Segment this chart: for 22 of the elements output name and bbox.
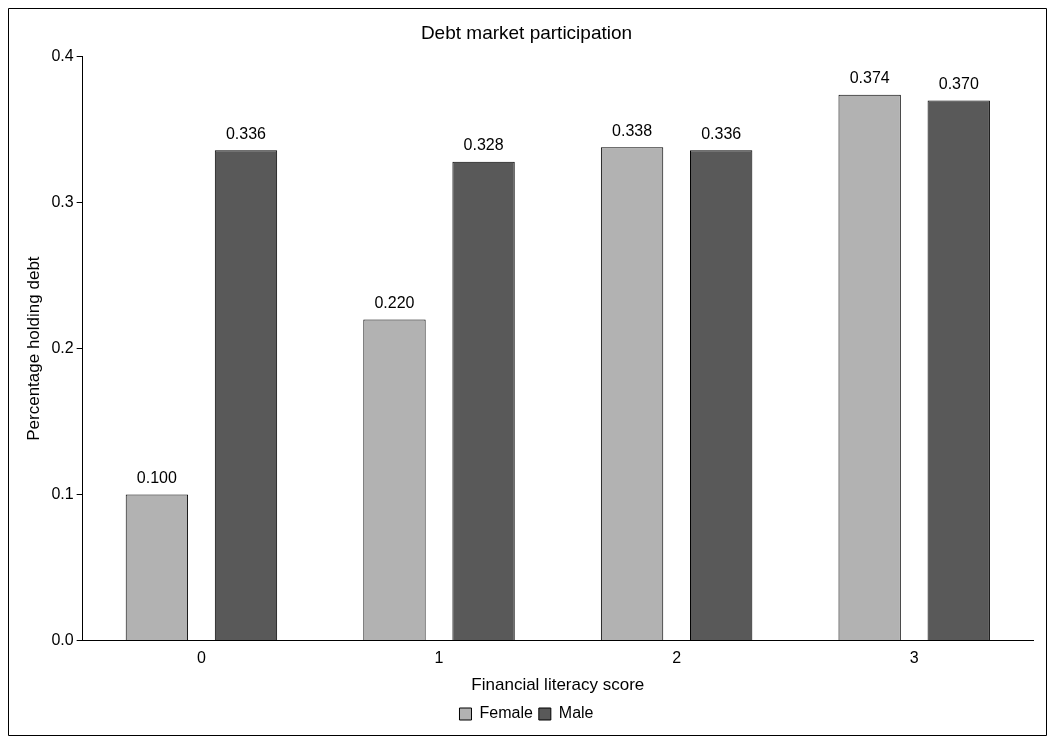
y-tick-label: 0.3: [51, 193, 74, 211]
legend-label: Male: [558, 704, 594, 722]
data-label: 0.328: [463, 136, 504, 154]
y-tick-label: 0.2: [51, 339, 74, 357]
data-label: 0.370: [938, 74, 979, 92]
y-tick-label: 0.0: [51, 630, 74, 648]
chart-title: Debt market participation: [420, 21, 633, 43]
data-label: 0.374: [849, 69, 890, 87]
data-label: 0.336: [225, 124, 267, 142]
data-label: 0.100: [136, 468, 178, 486]
y-tick-label: 0.1: [51, 484, 74, 502]
legend-label: Female: [479, 704, 533, 722]
data-label: 0.336: [701, 124, 742, 142]
data-label: 0.220: [374, 293, 415, 311]
x-tick-label: 0: [196, 649, 206, 667]
y-tick-label: 0.4: [51, 47, 74, 65]
x-tick-label: 2: [672, 649, 682, 667]
x-axis-title: Financial literacy score: [471, 675, 645, 695]
x-tick-label: 3: [909, 649, 919, 667]
data-label: 0.338: [612, 121, 653, 139]
y-axis-title: Percentage holding debt: [23, 256, 43, 441]
x-tick-label: 1: [434, 649, 444, 667]
